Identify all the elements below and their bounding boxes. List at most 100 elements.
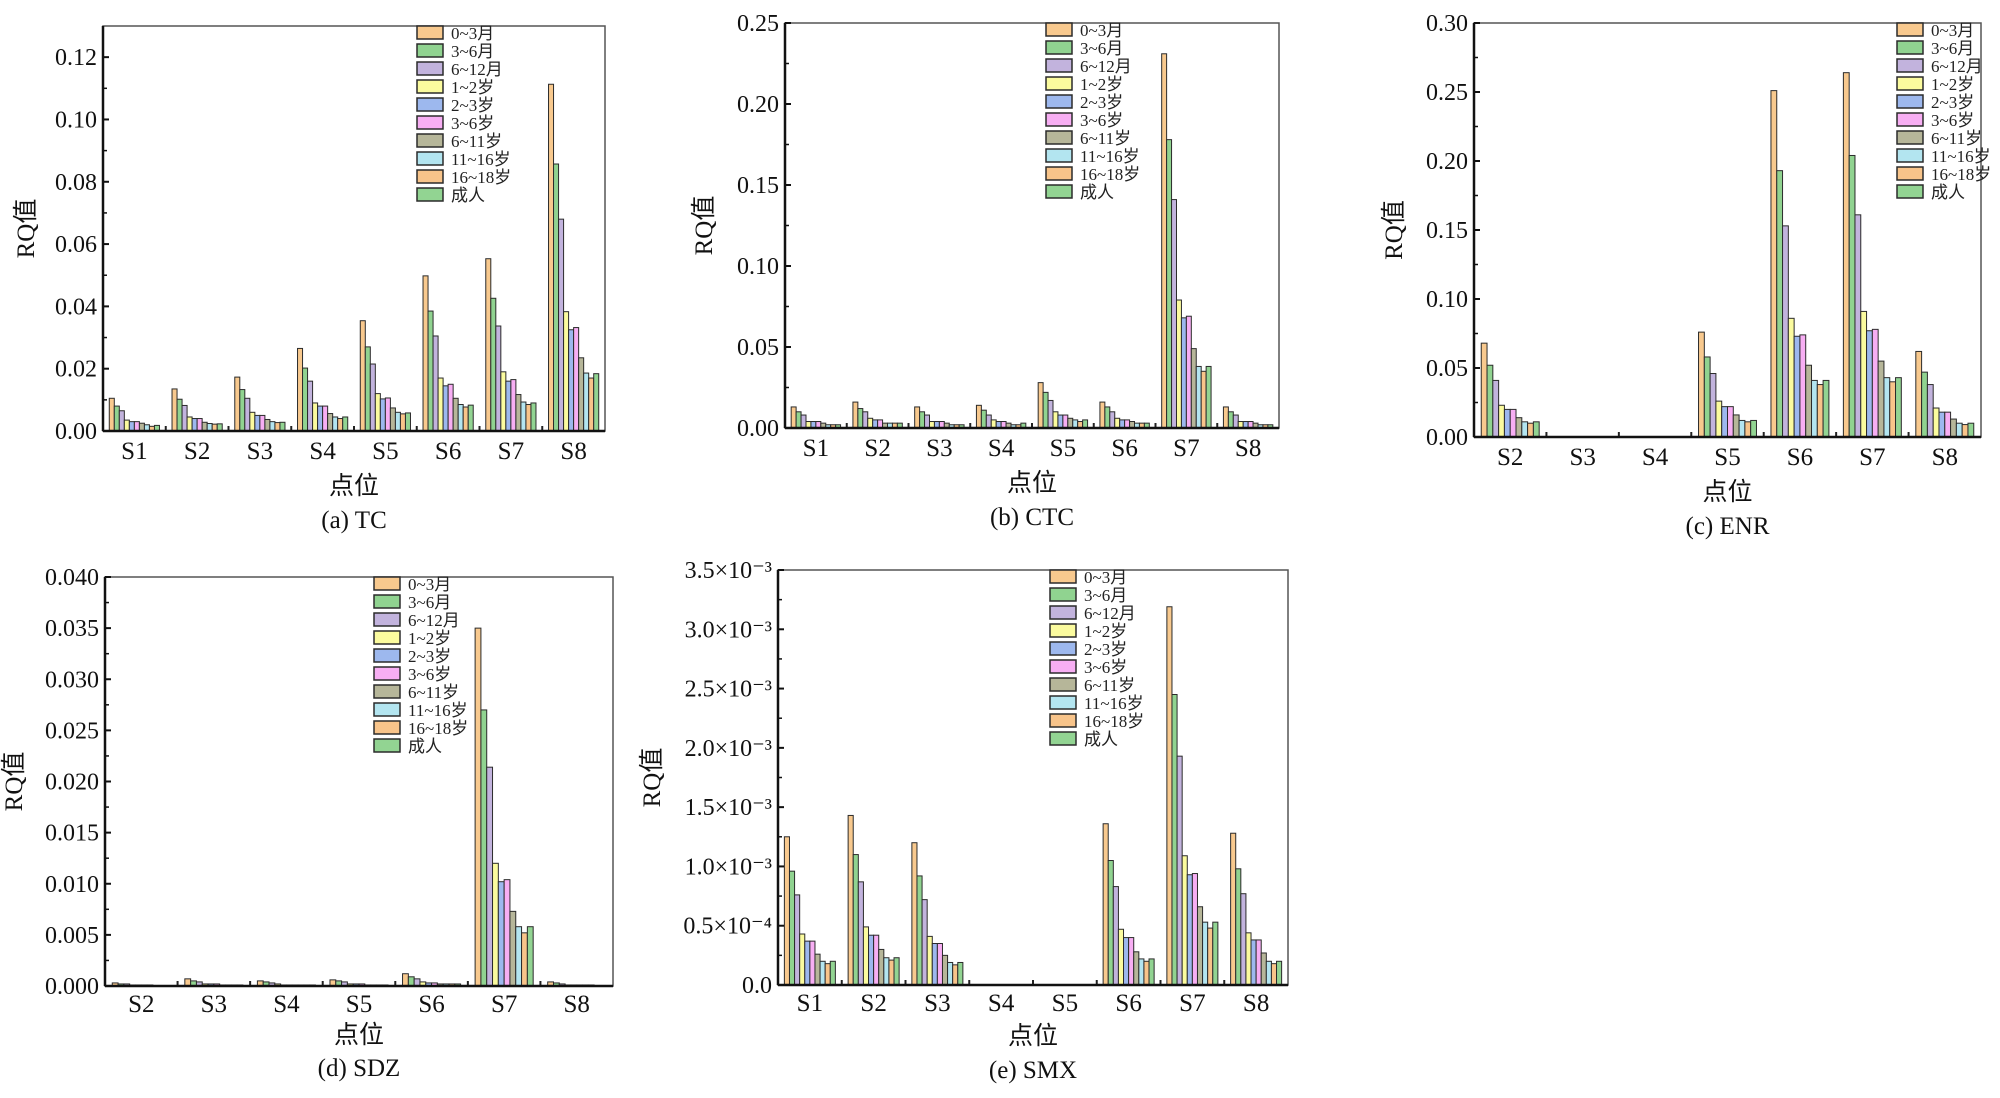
bar-S1-series-2: [795, 411, 802, 429]
chart-caption: (e) SMX: [989, 1057, 1077, 1084]
bar-S1-series-4: [123, 419, 130, 432]
bar-S7-series-4: [1181, 855, 1188, 986]
legend-swatch: [373, 738, 401, 753]
legend-label: 6~12月: [1080, 57, 1132, 76]
x-tick-label: S3: [201, 991, 227, 1018]
legend-swatch: [1049, 605, 1077, 620]
bar-S2-series-4: [867, 417, 874, 429]
bar-S1-series-9: [824, 963, 831, 986]
legend-swatch: [1896, 94, 1924, 109]
legend-label: 3~6岁: [451, 114, 494, 133]
bar-S5-series-4: [1715, 400, 1723, 438]
bar-S5-series-2: [1703, 356, 1711, 438]
bar-S8-series-6: [1944, 411, 1952, 438]
bar-S5-series-5: [379, 398, 386, 432]
x-tick-label: S6: [1787, 444, 1813, 471]
legend-label: 16~18岁: [451, 168, 511, 187]
bar-S6-series-10: [467, 404, 474, 432]
bar-S2-series-4: [1498, 404, 1505, 438]
bar-S3-series-9: [274, 422, 281, 432]
legend-swatch: [416, 151, 444, 166]
bar-S7-series-2: [1848, 154, 1856, 438]
y-tick-label: 0.00: [1426, 425, 1468, 451]
legend-swatch: [373, 720, 401, 735]
y-axis-label: RQ值: [1380, 200, 1408, 260]
x-tick-label: S5: [1714, 444, 1740, 471]
bar-S1-series-5: [804, 940, 811, 986]
bar-S5-series-10: [404, 412, 411, 432]
legend-swatch: [416, 187, 444, 202]
legend-label: 2~3岁: [1080, 93, 1123, 112]
bar-S2-series-10: [1532, 421, 1540, 438]
legend-label: 成人: [1080, 183, 1114, 202]
bar-S8-series-9: [1961, 424, 1969, 438]
bar-S3-series-3: [921, 899, 928, 986]
bar-S6-series-6: [1799, 334, 1807, 438]
legend-swatch: [373, 702, 401, 717]
legend-label: 11~16岁: [451, 150, 511, 169]
legend-label: 2~3岁: [451, 96, 494, 115]
bar-S3-series-2: [919, 411, 926, 429]
y-tick-label: 0.005: [45, 923, 99, 949]
bar-S7-series-9: [1200, 370, 1207, 429]
legend-label: 成人: [451, 186, 485, 205]
legend-swatch: [1896, 76, 1924, 91]
bar-S7-series-3: [486, 766, 494, 987]
bar-S6-series-1: [1102, 823, 1109, 986]
x-tick-label: S8: [560, 438, 586, 465]
bar-S4-series-1: [975, 404, 982, 429]
legend-swatch: [1896, 130, 1924, 145]
legend-label: 6~12月: [1084, 604, 1136, 623]
bar-S8-series-7: [1260, 952, 1267, 986]
bar-S4-series-2: [302, 367, 309, 432]
bar-S7-series-2: [1171, 694, 1178, 986]
bar-S8-series-2: [553, 163, 560, 432]
legend-label: 0~3月: [1931, 21, 1974, 40]
bar-S2-series-4: [186, 416, 193, 432]
bar-S1-series-7: [814, 953, 821, 986]
bar-S8-series-10: [1276, 960, 1283, 986]
bar-S7-series-8: [1195, 365, 1202, 429]
legend-label: 0~3月: [1084, 568, 1127, 587]
legend-label: 3~6岁: [1931, 111, 1974, 130]
bar-S7-series-1: [474, 627, 482, 987]
x-tick-label: S7: [1859, 444, 1885, 471]
bar-S7-series-6: [510, 379, 517, 432]
legend-label: 2~3岁: [1931, 93, 1974, 112]
legend-swatch: [416, 97, 444, 112]
legend-label: 1~2岁: [1931, 75, 1974, 94]
bar-S2-series-6: [1509, 408, 1517, 438]
bar-S4-series-6: [322, 405, 329, 432]
bar-S4-series-1: [297, 347, 304, 432]
x-tick-label: S1: [803, 435, 829, 462]
bar-S8-series-5: [568, 329, 575, 432]
bar-S7-series-3: [1854, 214, 1862, 438]
legend-label: 0~3月: [451, 24, 494, 43]
x-tick-label: S5: [346, 991, 372, 1018]
legend: 0~3月3~6月6~12月1~2岁2~3岁3~6岁6~11岁11~16岁16~1…: [1049, 568, 1144, 749]
legend-swatch: [1045, 76, 1073, 91]
legend-swatch: [373, 684, 401, 699]
legend-label: 6~11岁: [1080, 129, 1131, 148]
legend-label: 3~6岁: [1084, 658, 1127, 677]
legend-swatch: [1045, 166, 1073, 181]
y-tick-label: 0.20: [737, 92, 779, 118]
bar-S7-series-9: [525, 404, 532, 432]
chart-1: S1 S2 S3 S4 S5 S6 S7 S8 0.00 0.02 0.04 0.06 0.08 0.10…: [12, 24, 606, 534]
x-tick-label: S7: [491, 991, 517, 1018]
bar-S6-series-7: [452, 397, 459, 432]
bar-S8-series-4: [1245, 932, 1252, 986]
bar-S5-series-6: [384, 397, 391, 432]
bar-S3-series-1: [234, 376, 241, 432]
bar-S2-series-1: [171, 388, 178, 432]
bar-S7-series-1: [485, 258, 492, 432]
bar-S6-series-2: [407, 976, 415, 987]
bar-S7-series-5: [1186, 874, 1193, 986]
y-tick-label: 2.5×10⁻³: [685, 677, 772, 703]
legend-swatch: [1045, 112, 1073, 127]
legend-swatch: [373, 576, 401, 591]
bar-S7-series-2: [1166, 139, 1173, 429]
bar-S1-series-1: [108, 397, 115, 432]
legend-label: 6~12月: [408, 611, 460, 630]
bar-S6-series-5: [1793, 335, 1801, 438]
